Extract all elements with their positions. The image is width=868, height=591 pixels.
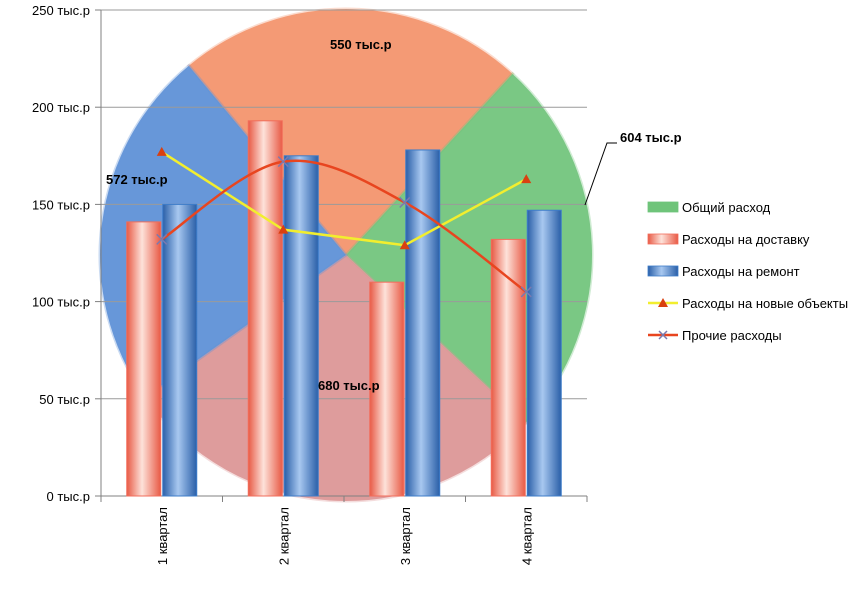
- bar-delivery-4: [490, 238, 526, 497]
- category-label: 4 квартал: [520, 507, 535, 565]
- legend-item-1: Общий расход: [647, 200, 771, 215]
- legend: Общий расход Расходы на доставку Расходы н…: [647, 200, 848, 343]
- category-label: 3 квартал: [398, 507, 413, 565]
- bar-repair-3: [405, 149, 441, 497]
- y-tick-label: 100 тыс.р: [32, 295, 90, 310]
- legend-swatch: [647, 201, 679, 213]
- x-marker: [520, 286, 532, 298]
- pie-label-1: 550 тыс.р: [330, 37, 392, 52]
- legend-label: Общий расход: [682, 200, 771, 215]
- y-tick-label: 150 тыс.р: [32, 197, 90, 212]
- pie-label-2: 604 тыс.р: [620, 130, 682, 145]
- y-tick-label: 200 тыс.р: [32, 100, 90, 115]
- bar-repair-2: [283, 155, 319, 497]
- legend-label: Прочие расходы: [682, 328, 782, 343]
- y-tick-label: 250 тыс.р: [32, 3, 90, 18]
- y-tick-label: 0 тыс.р: [47, 489, 90, 504]
- category-label: 1 квартал: [155, 507, 170, 565]
- legend-item-4: Расходы на новые объекты: [648, 296, 848, 311]
- legend-label: Расходы на новые объекты: [682, 296, 848, 311]
- pie-labels: 550 тыс.р 604 тыс.р 680 тыс.р 572 тыс.р: [106, 37, 682, 393]
- legend-item-2: Расходы на доставку: [647, 232, 810, 247]
- triangle-marker: [521, 174, 532, 184]
- category-label: 2 квартал: [277, 507, 292, 565]
- bar-delivery-3: [369, 281, 405, 497]
- triangle-marker: [399, 240, 410, 250]
- legend-item-3: Расходы на ремонт: [647, 264, 800, 279]
- line-new-objects: [161, 150, 527, 247]
- pie-slice-1: [186, 7, 515, 258]
- x-marker: [399, 196, 411, 208]
- line-series: [156, 146, 532, 298]
- pie-leader-line: [584, 142, 617, 206]
- x-marker: [156, 233, 168, 245]
- triangle-marker: [156, 146, 167, 156]
- pie-label-4: 572 тыс.р: [106, 172, 168, 187]
- bar-delivery-2: [247, 120, 283, 497]
- legend-swatch: [647, 233, 679, 245]
- bar-delivery-1: [126, 221, 162, 497]
- legend-swatch: [647, 265, 679, 277]
- legend-label: Расходы на доставку: [682, 232, 810, 247]
- line-other-expenses: [161, 159, 527, 293]
- triangle-marker: [278, 224, 289, 234]
- triangle-icon: [658, 298, 668, 307]
- pie-label-3: 680 тыс.р: [318, 378, 380, 393]
- y-tick-label: 50 тыс.р: [39, 392, 90, 407]
- bar-series: [126, 120, 562, 497]
- bar-repair-4: [526, 209, 562, 497]
- x-marker: [277, 156, 289, 168]
- legend-label: Расходы на ремонт: [682, 264, 800, 279]
- bar-repair-1: [162, 203, 198, 497]
- legend-item-5: Прочие расходы: [648, 328, 782, 343]
